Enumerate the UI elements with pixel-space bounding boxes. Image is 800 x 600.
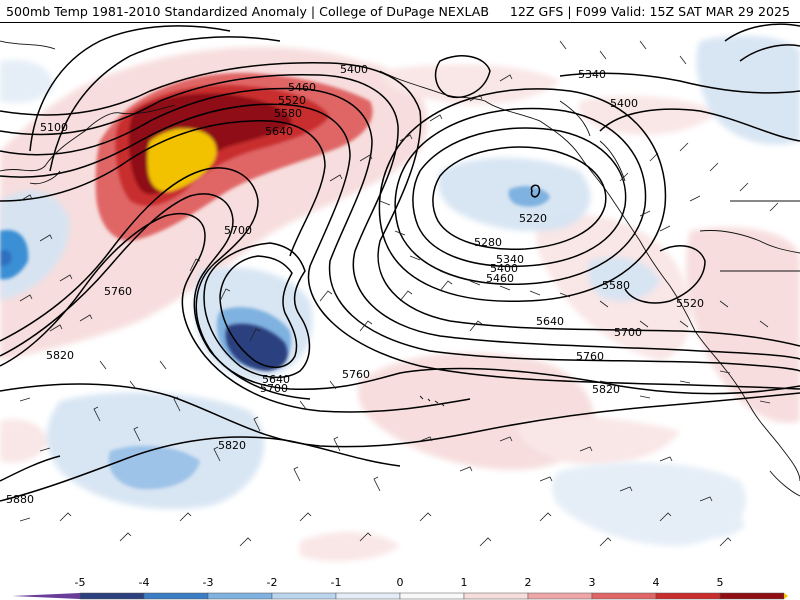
contour-label: 5760 xyxy=(576,350,604,363)
colorbar-tick-label: -1 xyxy=(330,576,342,589)
contour-label: 5700 xyxy=(614,326,642,339)
colorbar-segment xyxy=(79,592,145,600)
map-title: 500mb Temp 1981-2010 Standardized Anomal… xyxy=(6,4,490,19)
contour-label: 5340 xyxy=(578,68,606,81)
contour-label: 5340 xyxy=(496,253,524,266)
contour-label: 5700 xyxy=(260,382,288,395)
colorbar-tick-label: -4 xyxy=(138,576,150,589)
colorbar-tick-label: -5 xyxy=(74,576,86,589)
wind-barbs xyxy=(19,40,779,547)
contour-labels: 5400 5460 5520 5580 5640 5100 5700 5760 … xyxy=(6,63,704,506)
colorbar-segment xyxy=(463,592,529,600)
anomaly-shading xyxy=(0,35,800,562)
colorbar-segment xyxy=(335,592,401,600)
contour-label: 5700 xyxy=(224,224,252,237)
colorbar-tick-label: 4 xyxy=(652,576,660,589)
contour-label: 5520 xyxy=(676,297,704,310)
contour-label: 5400 xyxy=(610,97,638,110)
contour-label: 5820 xyxy=(592,383,620,396)
colorbar-segment xyxy=(143,592,209,600)
contour-label: 5460 xyxy=(486,272,514,285)
contour-label: 5820 xyxy=(218,439,246,452)
contour-label: 5760 xyxy=(342,368,370,381)
colorbar-ramp xyxy=(12,592,788,600)
colorbar-segment xyxy=(527,592,593,600)
contour-label: 5880 xyxy=(6,493,34,506)
contour-label: 5400 xyxy=(340,63,368,76)
colorbar-tick-label: 1 xyxy=(460,576,468,589)
contour-label: 5640 xyxy=(262,373,290,386)
model-run-info: 12Z GFS | F099 Valid: 15Z SAT MAR 29 202… xyxy=(509,4,790,19)
colorbar-tick-label: 5 xyxy=(716,576,724,589)
colorbar-tick-label: 2 xyxy=(524,576,532,589)
contour-label: 5820 xyxy=(46,349,74,362)
colorbar-segment xyxy=(719,592,785,600)
contour-label: 5760 xyxy=(104,285,132,298)
contour-label: 5280 xyxy=(474,236,502,249)
colorbar-tick-label: -3 xyxy=(202,576,214,589)
colorbar-segment xyxy=(591,592,657,600)
colorbar-tick-label: 0 xyxy=(396,576,404,589)
contour-label: 5220 xyxy=(519,212,547,225)
colorbar-segment xyxy=(655,592,721,600)
anomaly-colorbar: -5 -4 -3 -2 -1 0 1 2 3 4 5 xyxy=(0,576,800,600)
contour-label: 5460 xyxy=(288,81,316,94)
contour-label: 5520 xyxy=(278,94,306,107)
colorbar-segment xyxy=(271,592,337,600)
colorbar-segment xyxy=(399,592,465,600)
title-bar: 500mb Temp 1981-2010 Standardized Anomal… xyxy=(0,0,800,24)
height-contours xyxy=(0,23,800,502)
colorbar-extend-high xyxy=(784,593,788,599)
contour-label: 5580 xyxy=(274,107,302,120)
colorbar-extend-low xyxy=(12,593,80,599)
colorbar-tick-label: 3 xyxy=(588,576,596,589)
colorbar-segment xyxy=(207,592,273,600)
map-panel: 5400 5460 5520 5580 5640 5100 5700 5760 … xyxy=(0,22,800,578)
contour-label: 5580 xyxy=(602,279,630,292)
contour-label: 5400 xyxy=(490,262,518,275)
colorbar-tick-label: -2 xyxy=(266,576,278,589)
contour-label: 5100 xyxy=(40,121,68,134)
contour-label: 5640 xyxy=(265,125,293,138)
contour-label: 5640 xyxy=(536,315,564,328)
map-canvas: 5400 5460 5520 5580 5640 5100 5700 5760 … xyxy=(0,23,800,562)
